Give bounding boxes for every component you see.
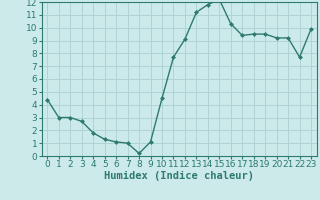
X-axis label: Humidex (Indice chaleur): Humidex (Indice chaleur) bbox=[104, 171, 254, 181]
